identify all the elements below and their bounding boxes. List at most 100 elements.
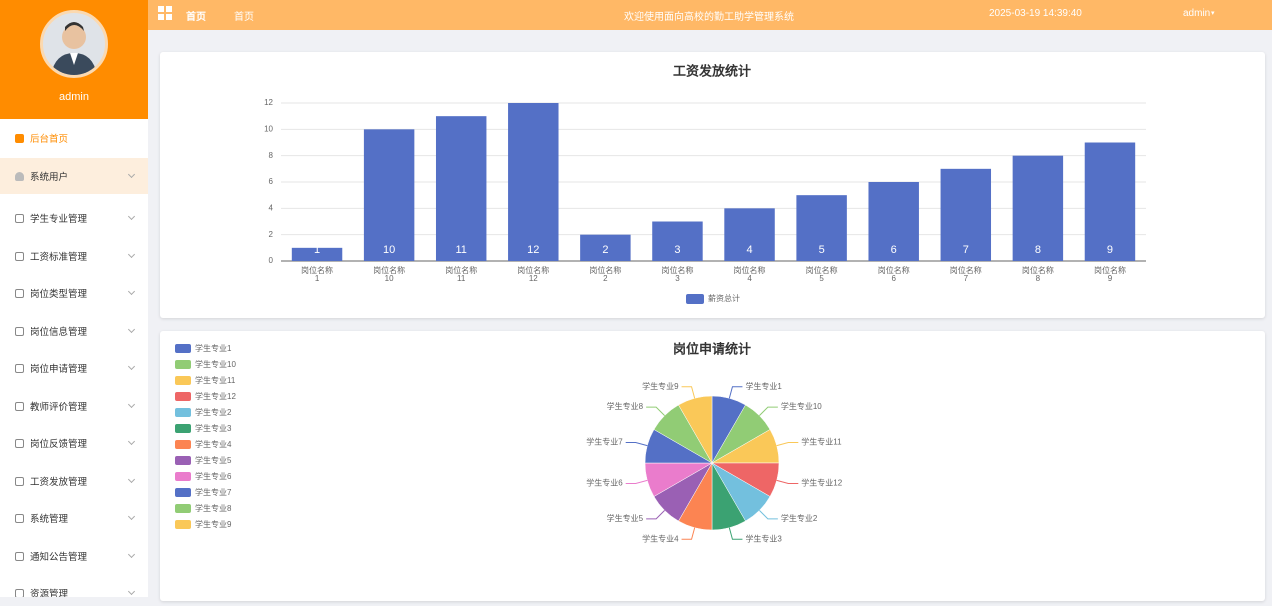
data-label: 4	[746, 244, 752, 256]
legend-swatch	[175, 440, 191, 449]
chevron	[127, 550, 136, 559]
breadcrumb[interactable]: 首页	[186, 12, 206, 23]
x-tick-label: 岗位名称 1	[301, 265, 333, 283]
legend-swatch	[175, 360, 191, 369]
data-label: 11	[455, 244, 466, 256]
x-tick-label: 岗位名称 3	[661, 265, 693, 283]
slice-label: 学生专业11	[801, 437, 842, 447]
menu-item[interactable]: 岗位申请管理	[0, 350, 148, 386]
legend-swatch	[175, 472, 191, 481]
legend-label: 学生专业2	[195, 407, 232, 417]
bar	[652, 221, 703, 261]
legend-swatch	[175, 376, 191, 385]
leader-line	[776, 442, 799, 447]
breadcrumb[interactable]: 首页	[234, 12, 254, 23]
legend-label: 学生专业4	[195, 439, 232, 449]
menu-icon	[15, 133, 24, 143]
menu-item[interactable]: 教师评价管理	[0, 388, 148, 424]
legend-swatch	[175, 456, 191, 465]
leader-line	[625, 442, 648, 447]
chevron	[127, 325, 136, 334]
x-tick-label: 岗位名称 12	[517, 265, 549, 283]
legend-label: 学生专业5	[195, 455, 232, 465]
slice-label: 学生专业3	[745, 533, 782, 543]
slice-label: 学生专业10	[781, 401, 822, 411]
legend-label: 学生专业12	[195, 391, 236, 401]
menu-label: 岗位信息管理	[30, 327, 88, 338]
leader-line	[759, 510, 778, 520]
menu-item[interactable]: 工资标准管理	[0, 238, 148, 274]
legend-label: 学生专业7	[195, 487, 232, 497]
menu-label: 学生专业管理	[30, 214, 88, 225]
user-menu[interactable]: admin	[1183, 8, 1211, 19]
menu-icon	[15, 513, 24, 523]
chevron	[127, 362, 136, 371]
menu-item[interactable]: 岗位信息管理	[0, 313, 148, 349]
leader-line	[728, 527, 743, 540]
y-tick-label: 6	[269, 177, 274, 186]
chart-title: 工资发放统计	[673, 63, 751, 78]
menu-icon	[15, 401, 24, 411]
menu-item[interactable]: 后台首页	[0, 120, 148, 156]
legend-label: 学生专业11	[195, 375, 236, 385]
data-label: 8	[1035, 244, 1041, 256]
menu-item[interactable]: 通知公告管理	[0, 538, 148, 574]
chevron	[127, 475, 136, 484]
leader-line	[681, 386, 696, 399]
chart-title: 岗位申请统计	[673, 341, 751, 356]
menu-item[interactable]: 资源管理	[0, 575, 148, 597]
data-label: 9	[1107, 244, 1113, 256]
y-tick-label: 2	[269, 230, 274, 239]
menu-icon	[15, 251, 24, 261]
legend-swatch	[175, 344, 191, 353]
chevron	[127, 437, 136, 446]
legend-swatch	[686, 294, 704, 304]
chevron	[127, 400, 136, 409]
grid-icon[interactable]	[158, 6, 172, 20]
sidebar: admin 后台首页 系统用户 学生专业管理 工资标准管理 岗位类型管理 岗位信息管理 岗位…	[0, 0, 148, 597]
username: admin	[59, 91, 89, 103]
menu-item[interactable]: 学生专业管理	[0, 200, 148, 236]
menu-item[interactable]: 岗位反馈管理	[0, 425, 148, 461]
x-tick-label: 岗位名称 6	[878, 265, 910, 283]
caret[interactable]: ▾	[1211, 10, 1215, 17]
bar	[940, 168, 992, 261]
pie-slice	[678, 395, 713, 464]
menu-item[interactable]: 系统管理	[0, 500, 148, 536]
data-label: 1	[314, 244, 320, 256]
y-tick-label: 0	[269, 256, 274, 265]
bar	[868, 182, 919, 261]
slice-label: 学生专业9	[642, 381, 679, 391]
leader-line	[681, 527, 696, 540]
leader-line	[776, 479, 799, 484]
x-tick-label: 岗位名称 11	[445, 265, 477, 283]
menu-label: 岗位反馈管理	[30, 439, 88, 450]
slice-label: 学生专业2	[781, 513, 818, 523]
bar	[796, 195, 847, 261]
menu-label: 教师评价管理	[30, 402, 88, 413]
leader-line	[728, 386, 743, 399]
leader-line	[646, 406, 665, 416]
menu-icon	[15, 438, 24, 448]
menu-label: 系统用户	[30, 172, 69, 183]
legend-label: 薪资总计	[708, 293, 740, 303]
menu-icon	[15, 363, 24, 373]
x-tick-label: 岗位名称 8	[1022, 265, 1054, 283]
profile: admin	[0, 0, 148, 119]
menu-icon	[15, 326, 24, 336]
menu-item[interactable]: 岗位类型管理	[0, 275, 148, 311]
bar-card: 工资发放统计 0 2 4 6 8 10 12 岗位名称 1 1 岗位名称 10 10 岗位名称 11 11 岗位名…	[160, 52, 1265, 318]
data-label: 10	[383, 244, 395, 256]
menu-item[interactable]: 工资发放管理	[0, 463, 148, 499]
bar	[1084, 142, 1136, 261]
menu-item[interactable]: 系统用户	[0, 158, 148, 194]
chart: 岗位申请统计学生专业1学生专业1学生专业10学生专业10学生专业11学生专业11…	[175, 341, 843, 543]
datetime: 2025-03-19 14:39:40	[989, 8, 1082, 19]
x-tick-label: 岗位名称 7	[950, 265, 982, 283]
bar	[363, 129, 415, 261]
x-tick-label: 岗位名称 10	[373, 265, 405, 283]
data-label: 12	[527, 244, 539, 256]
slice-label: 学生专业7	[586, 437, 623, 447]
menu-icon	[15, 288, 24, 298]
